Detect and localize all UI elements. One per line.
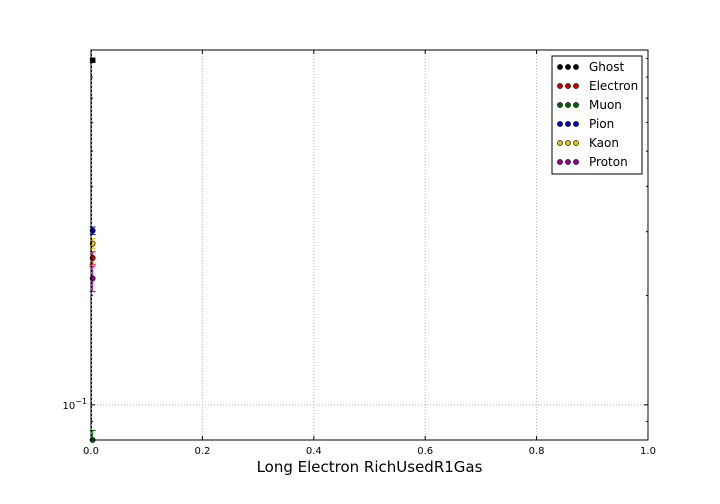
- legend-marker: [573, 159, 579, 165]
- legend-entry-ghost: Ghost: [557, 60, 624, 74]
- legend-entry-proton: Proton: [557, 155, 628, 169]
- axis-ticks: 0.0 0.2 0.4 0.6 0.8 1.0 10−1: [62, 50, 656, 457]
- x-tick-label: 1.0: [640, 446, 656, 457]
- legend-entry-muon: Muon: [557, 98, 622, 112]
- x-tick-label: 0.8: [529, 446, 545, 457]
- legend-marker: [557, 159, 563, 165]
- x-axis-label: Long Electron RichUsedR1Gas: [257, 458, 483, 476]
- legend-marker: [565, 102, 571, 108]
- legend-label: Electron: [589, 79, 638, 93]
- y-tick-label: 10−1: [62, 397, 87, 412]
- legend-entry-pion: Pion: [557, 117, 614, 131]
- legend-marker: [557, 102, 563, 108]
- legend-marker: [573, 121, 579, 127]
- legend-label: Muon: [589, 98, 622, 112]
- legend: Ghost Electron Muon Pion Kaon Proton: [551, 55, 643, 175]
- legend-marker: [565, 83, 571, 89]
- legend-label: Ghost: [589, 60, 624, 74]
- legend-marker: [557, 140, 563, 146]
- legend-marker: [573, 64, 579, 70]
- legend-box: [551, 55, 643, 175]
- legend-marker: [565, 121, 571, 127]
- legend-marker: [573, 102, 579, 108]
- legend-marker: [557, 64, 563, 70]
- legend-marker: [565, 64, 571, 70]
- x-tick-label: 0.0: [83, 446, 99, 457]
- legend-entry-kaon: Kaon: [557, 136, 619, 150]
- legend-label: Kaon: [589, 136, 619, 150]
- legend-label: Proton: [589, 155, 628, 169]
- x-tick-label: 0.4: [306, 446, 322, 457]
- legend-label: Pion: [589, 117, 614, 131]
- legend-marker: [565, 159, 571, 165]
- legend-marker: [557, 83, 563, 89]
- legend-marker: [573, 140, 579, 146]
- y-tick-label-base: 10: [62, 401, 75, 412]
- legend-marker: [565, 140, 571, 146]
- x-tick-label: 0.6: [417, 446, 433, 457]
- y-tick-label-exponent: −1: [75, 397, 87, 406]
- legend-marker: [573, 83, 579, 89]
- legend-marker: [557, 121, 563, 127]
- x-tick-label: 0.2: [194, 446, 210, 457]
- plot-frame: [90, 49, 649, 441]
- legend-entry-electron: Electron: [557, 79, 638, 93]
